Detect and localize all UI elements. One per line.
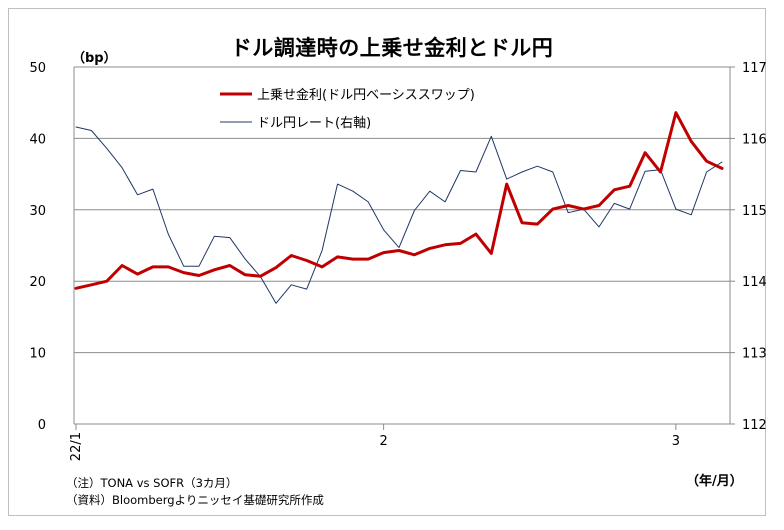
footnote-source: （資料）Bloombergよりニッセイ基礎研究所作成 [66, 493, 324, 507]
chart-title: ドル調達時の上乗せ金利とドル円 [230, 36, 554, 60]
y-left-tick-label: 0 [38, 418, 46, 433]
y-left-tick-label: 40 [29, 132, 46, 147]
y-right-tick-label: 112 [742, 418, 767, 433]
y-right-tick-label: 115 [742, 204, 767, 219]
y-right-tick-label: 114 [742, 275, 767, 290]
y-left-tick-labels: 0 10 20 30 40 50 [29, 61, 46, 433]
y-left-tick-label: 10 [29, 347, 46, 362]
y-right-tick-label: 113 [742, 347, 767, 362]
x-tick-label: 22/1 [69, 432, 84, 461]
footnote-note: （注）TONA vs SOFR（3カ月） [66, 476, 238, 490]
chart-frame [8, 8, 766, 516]
gridlines [74, 66, 730, 425]
x-tick-label: 3 [672, 434, 680, 449]
usdjpy-rate-line [75, 126, 723, 304]
legend-label: ドル円レート(右軸) [257, 116, 371, 131]
axes [73, 66, 735, 430]
y-left-tick-label: 20 [29, 275, 46, 290]
legend-label: 上乗せ金利(ドル円ベーシススワップ) [257, 87, 475, 103]
basis-swap-spread-line [74, 111, 724, 290]
x-tick-label: 2 [379, 434, 387, 449]
y-left-tick-label: 50 [29, 61, 46, 76]
x-unit-label: （年/月） [686, 474, 743, 489]
y-left-unit-label: （bp） [72, 51, 117, 66]
x-tick-labels: 22/1 2 3 [69, 432, 680, 461]
y-right-tick-label: 116 [742, 132, 767, 147]
y-right-tick-labels: 112 113 114 115 116 117 [742, 61, 767, 433]
series-lines [74, 111, 724, 304]
legend: 上乗せ金利(ドル円ベーシススワップ) ドル円レート(右軸) [220, 87, 475, 131]
y-left-tick-label: 30 [29, 204, 46, 219]
y-right-tick-label: 117 [742, 61, 767, 76]
